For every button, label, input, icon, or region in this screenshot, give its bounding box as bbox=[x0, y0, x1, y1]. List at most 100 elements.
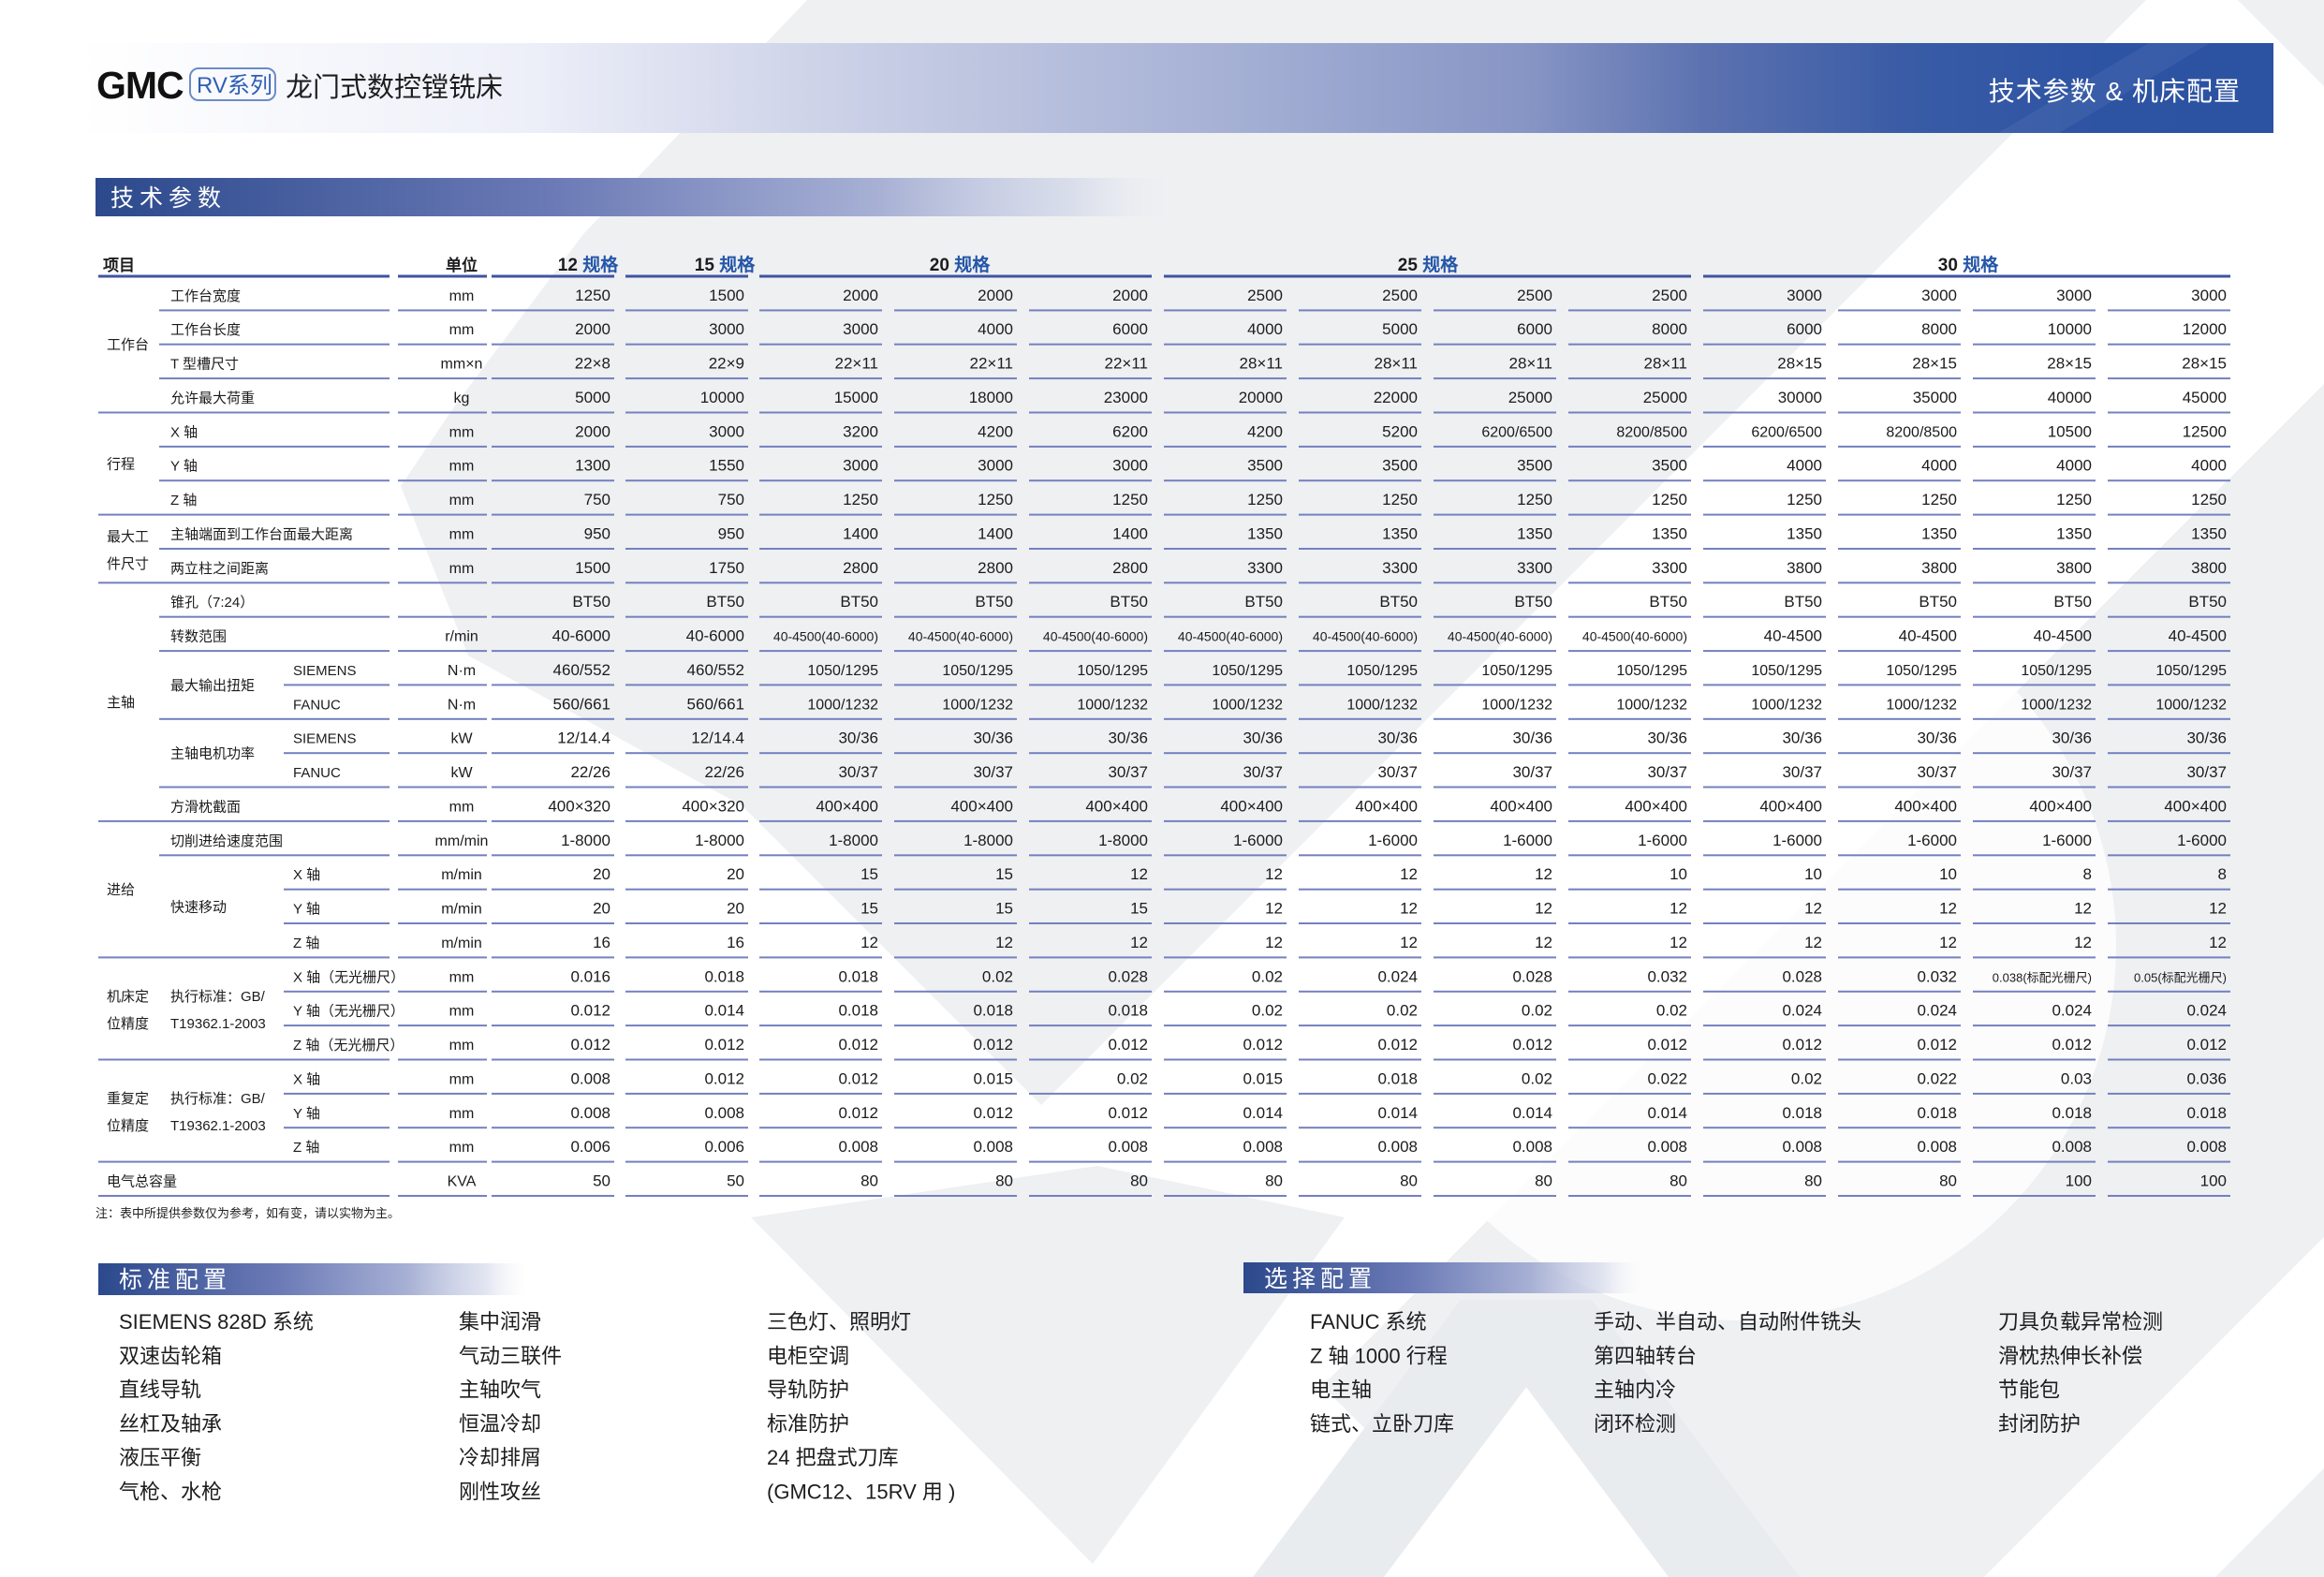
svg-text:80: 80 bbox=[1669, 1172, 1687, 1190]
svg-text:1-6000: 1-6000 bbox=[1638, 832, 1687, 849]
svg-text:1350: 1350 bbox=[1787, 525, 1822, 543]
svg-text:1-6000: 1-6000 bbox=[1368, 832, 1418, 849]
svg-text:80: 80 bbox=[860, 1172, 878, 1190]
svg-text:460/552: 460/552 bbox=[687, 661, 744, 679]
svg-text:30/37: 30/37 bbox=[1243, 763, 1283, 781]
svg-text:15: 15 bbox=[1130, 900, 1148, 918]
svg-text:8000: 8000 bbox=[1652, 320, 1687, 338]
svg-text:龙门式数控镗铣床: 龙门式数控镗铣床 bbox=[286, 72, 503, 103]
svg-text:22×8: 22×8 bbox=[575, 355, 610, 373]
svg-text:0.012: 0.012 bbox=[1243, 1036, 1283, 1054]
svg-text:BT50: BT50 bbox=[2053, 593, 2092, 611]
svg-text:重复定: 重复定 bbox=[107, 1090, 149, 1107]
svg-text:5200: 5200 bbox=[1382, 422, 1418, 440]
svg-text:0.012: 0.012 bbox=[570, 1002, 610, 1020]
svg-text:mm: mm bbox=[449, 288, 475, 304]
svg-text:30/36: 30/36 bbox=[838, 730, 878, 747]
svg-text:24 把盘式刀库: 24 把盘式刀库 bbox=[767, 1446, 899, 1469]
svg-text:6000: 6000 bbox=[1112, 320, 1148, 338]
svg-text:30/37: 30/37 bbox=[1782, 763, 1822, 781]
svg-text:1350: 1350 bbox=[2056, 525, 2092, 543]
svg-text:0.018: 0.018 bbox=[838, 1002, 878, 1020]
svg-text:主轴电机功率: 主轴电机功率 bbox=[170, 746, 255, 762]
svg-text:0.02: 0.02 bbox=[1117, 1069, 1148, 1087]
svg-text:28×11: 28×11 bbox=[1375, 355, 1418, 373]
svg-text:15: 15 bbox=[995, 865, 1013, 883]
svg-text:2000: 2000 bbox=[575, 422, 610, 440]
svg-text:1050/1295: 1050/1295 bbox=[1481, 663, 1552, 679]
svg-text:转数范围: 转数范围 bbox=[170, 629, 227, 645]
svg-text:1000/1232: 1000/1232 bbox=[1346, 697, 1418, 713]
svg-text:0.008: 0.008 bbox=[2186, 1138, 2227, 1156]
svg-text:20: 20 bbox=[727, 865, 744, 883]
svg-text:FANUC 系统: FANUC 系统 bbox=[1310, 1310, 1427, 1334]
svg-text:0.012: 0.012 bbox=[1108, 1104, 1148, 1122]
svg-text:0.008: 0.008 bbox=[1782, 1138, 1822, 1156]
svg-text:50: 50 bbox=[727, 1172, 744, 1190]
svg-text:0.036: 0.036 bbox=[2186, 1069, 2227, 1087]
svg-text:方滑枕截面: 方滑枕截面 bbox=[170, 799, 241, 815]
svg-text:400×320: 400×320 bbox=[548, 797, 610, 815]
svg-text:0.014: 0.014 bbox=[1377, 1104, 1418, 1122]
svg-text:0.022: 0.022 bbox=[1917, 1069, 1957, 1087]
svg-text:行程: 行程 bbox=[107, 457, 135, 473]
svg-text:20: 20 bbox=[593, 900, 610, 918]
svg-text:0.012: 0.012 bbox=[838, 1036, 878, 1054]
svg-text:20: 20 bbox=[593, 865, 610, 883]
svg-text:3000: 3000 bbox=[2191, 287, 2227, 304]
svg-text:1050/1295: 1050/1295 bbox=[1616, 663, 1687, 679]
svg-text:0.02: 0.02 bbox=[1522, 1002, 1552, 1020]
svg-text:(GMC12、15RV 用 ): (GMC12、15RV 用 ) bbox=[767, 1481, 955, 1504]
svg-text:主轴吹气: 主轴吹气 bbox=[459, 1378, 541, 1402]
svg-text:400×400: 400×400 bbox=[2164, 797, 2227, 815]
svg-text:3000: 3000 bbox=[1112, 457, 1148, 475]
svg-text:最大输出扭矩: 最大输出扭矩 bbox=[170, 678, 255, 694]
svg-text:1050/1295: 1050/1295 bbox=[1212, 663, 1283, 679]
svg-text:400×400: 400×400 bbox=[1085, 797, 1148, 815]
svg-text:1000/1232: 1000/1232 bbox=[942, 697, 1013, 713]
svg-text:28×15: 28×15 bbox=[1912, 355, 1957, 373]
svg-text:3200: 3200 bbox=[843, 422, 878, 440]
svg-text:0.012: 0.012 bbox=[2052, 1036, 2092, 1054]
svg-text:80: 80 bbox=[1130, 1172, 1148, 1190]
svg-text:1400: 1400 bbox=[978, 525, 1013, 543]
svg-text:12: 12 bbox=[995, 934, 1013, 951]
svg-text:集中润滑: 集中润滑 bbox=[459, 1310, 541, 1334]
svg-text:3000: 3000 bbox=[2056, 287, 2092, 304]
svg-text:1550: 1550 bbox=[709, 457, 744, 475]
svg-text:2800: 2800 bbox=[1112, 559, 1148, 577]
svg-text:0.015: 0.015 bbox=[1243, 1069, 1283, 1087]
svg-text:560/661: 560/661 bbox=[553, 695, 610, 713]
svg-text:10000: 10000 bbox=[2048, 320, 2092, 338]
svg-text:1500: 1500 bbox=[575, 559, 610, 577]
svg-text:0.012: 0.012 bbox=[2186, 1036, 2227, 1054]
svg-text:30/36: 30/36 bbox=[973, 730, 1013, 747]
svg-text:刚性攻丝: 刚性攻丝 bbox=[459, 1481, 541, 1504]
svg-text:30/37: 30/37 bbox=[973, 763, 1013, 781]
svg-text:0.05(标配光栅尺): 0.05(标配光栅尺) bbox=[2134, 970, 2227, 984]
svg-text:GMC: GMC bbox=[96, 64, 184, 107]
svg-text:22×9: 22×9 bbox=[709, 355, 744, 373]
svg-text:0.015: 0.015 bbox=[973, 1069, 1013, 1087]
svg-text:12: 12 bbox=[1400, 900, 1418, 918]
svg-text:0.028: 0.028 bbox=[1782, 967, 1822, 985]
svg-text:100: 100 bbox=[2066, 1172, 2092, 1190]
svg-text:30/37: 30/37 bbox=[1377, 763, 1418, 781]
svg-text:3300: 3300 bbox=[1652, 559, 1687, 577]
svg-text:12000: 12000 bbox=[2183, 320, 2227, 338]
svg-text:快速移动: 快速移动 bbox=[170, 899, 227, 915]
svg-text:12500: 12500 bbox=[2183, 422, 2227, 440]
svg-text:BT50: BT50 bbox=[1784, 593, 1822, 611]
svg-text:40-4500(40-6000): 40-4500(40-6000) bbox=[1178, 629, 1283, 644]
svg-text:3800: 3800 bbox=[2056, 559, 2092, 577]
svg-text:4000: 4000 bbox=[1787, 457, 1822, 475]
svg-text:1-8000: 1-8000 bbox=[963, 832, 1013, 849]
svg-text:0.02: 0.02 bbox=[1387, 1002, 1418, 1020]
svg-text:Z 轴: Z 轴 bbox=[293, 936, 319, 951]
svg-text:BT50: BT50 bbox=[1919, 593, 1957, 611]
svg-text:0.024: 0.024 bbox=[2052, 1002, 2092, 1020]
svg-text:12: 12 bbox=[1265, 865, 1283, 883]
svg-text:技术参数: 技术参数 bbox=[110, 185, 227, 212]
svg-text:40-6000: 40-6000 bbox=[552, 627, 610, 645]
svg-text:双速齿轮箱: 双速齿轮箱 bbox=[119, 1344, 222, 1367]
